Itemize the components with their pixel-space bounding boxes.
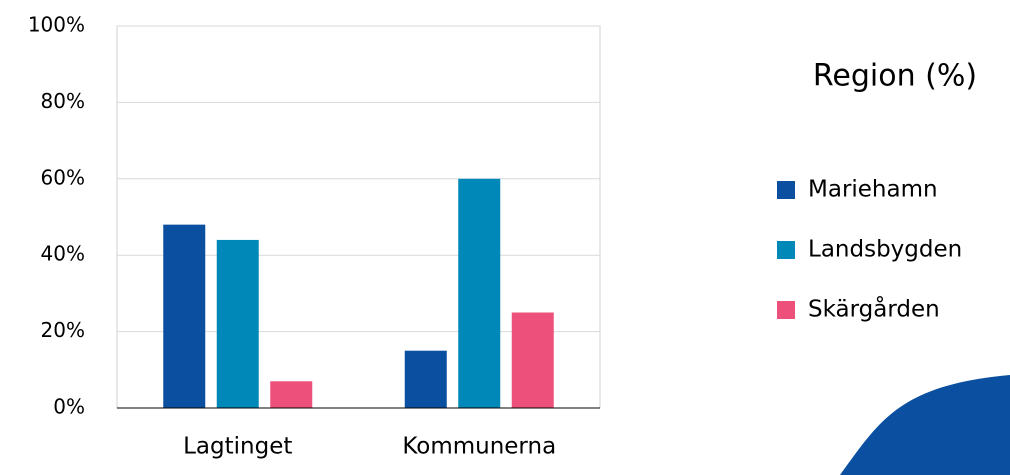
bar bbox=[404, 350, 447, 408]
bar bbox=[458, 178, 501, 408]
bar bbox=[216, 239, 259, 408]
bar bbox=[163, 224, 206, 408]
y-tick-label: 80% bbox=[41, 89, 85, 113]
legend-swatch bbox=[777, 181, 795, 199]
legend-swatch bbox=[777, 241, 795, 259]
legend-label: Mariehamn bbox=[808, 177, 938, 203]
bar bbox=[270, 381, 313, 408]
legend-swatch bbox=[777, 301, 795, 319]
legend-title: Region (%) bbox=[813, 59, 977, 94]
decoration bbox=[840, 375, 1010, 475]
x-tick-label: Lagtinget bbox=[183, 434, 292, 460]
y-tick-label: 20% bbox=[41, 318, 85, 342]
bar bbox=[511, 312, 554, 408]
legend-label: Landsbygden bbox=[808, 237, 962, 263]
y-tick-label: 40% bbox=[41, 242, 85, 266]
y-tick-label: 100% bbox=[28, 13, 85, 37]
y-tick-label: 60% bbox=[41, 165, 85, 189]
x-tick-label: Kommunerna bbox=[402, 434, 556, 460]
legend-label: Skärgården bbox=[808, 295, 940, 323]
y-tick-label: 0% bbox=[53, 395, 85, 419]
